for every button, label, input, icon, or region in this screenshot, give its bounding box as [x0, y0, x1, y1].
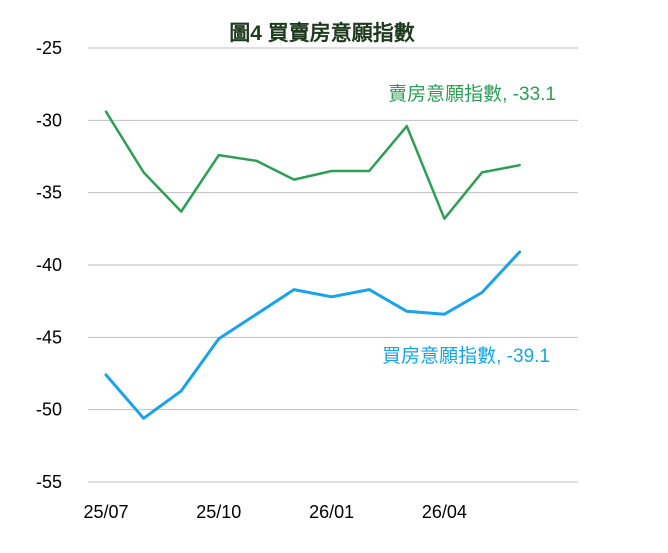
y-axis-ticks: -25 -30 -35 -40 -45 -50 -55	[36, 38, 62, 492]
x-tick-label: 25/07	[83, 502, 128, 522]
y-tick-label: -25	[36, 38, 62, 58]
y-tick-label: -40	[36, 255, 62, 275]
series-line-sell	[104, 110, 521, 220]
y-tick-label: -55	[36, 472, 62, 492]
chart-title: 圖4 買賣房意願指數	[229, 21, 415, 45]
x-axis-ticks: 25/07 25/10 26/01 26/04	[83, 502, 466, 522]
y-tick-label: -30	[36, 110, 62, 130]
y-tick-label: -45	[36, 327, 62, 347]
x-tick-label: 26/04	[422, 502, 467, 522]
x-tick-label: 25/10	[196, 502, 241, 522]
x-tick-label: 26/01	[309, 502, 354, 522]
y-tick-label: -50	[36, 400, 62, 420]
series-label-sell: 賣房意願指數, -33.1	[388, 83, 556, 105]
series-line-buy	[104, 250, 522, 420]
gridlines	[88, 47, 578, 483]
y-tick-label: -35	[36, 183, 62, 203]
series-label-buy: 買房意願指數, -39.1	[382, 345, 550, 367]
series-lines	[104, 110, 522, 420]
